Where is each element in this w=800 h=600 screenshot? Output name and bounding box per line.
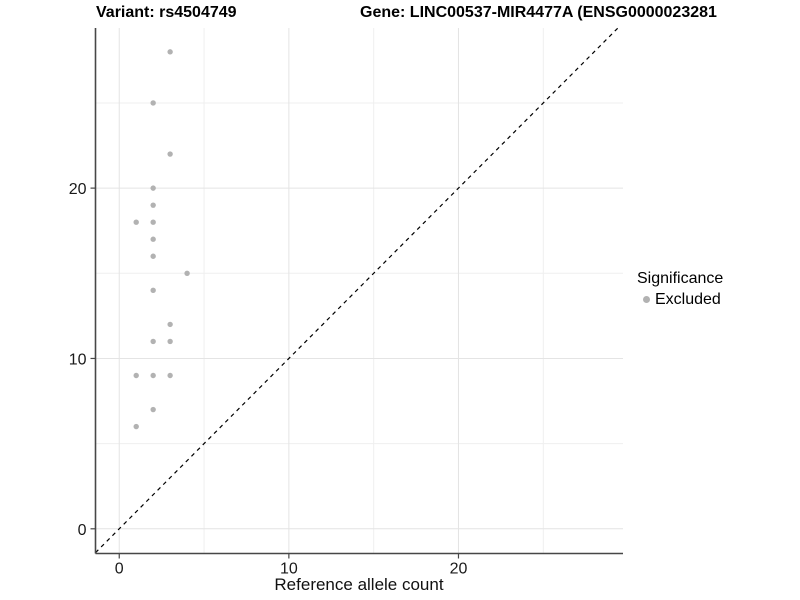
x-axis-title: Reference allele count bbox=[274, 575, 444, 594]
legend-entry-label: Excluded bbox=[655, 291, 721, 309]
legend-entry: Excluded bbox=[637, 290, 723, 309]
data-point bbox=[150, 253, 156, 259]
data-point bbox=[150, 372, 156, 379]
y-tick-label: 20 bbox=[69, 181, 87, 198]
data-point bbox=[167, 151, 173, 157]
data-point bbox=[150, 219, 156, 225]
data-point bbox=[133, 219, 139, 225]
data-point bbox=[150, 406, 156, 413]
data-point bbox=[167, 49, 173, 55]
data-point bbox=[150, 100, 156, 106]
y-tick-label: 10 bbox=[69, 351, 87, 368]
legend-point-icon bbox=[643, 296, 650, 304]
data-point bbox=[150, 236, 156, 242]
data-point bbox=[167, 338, 173, 345]
x-tick-label: 10 bbox=[280, 561, 298, 578]
data-point bbox=[150, 287, 156, 294]
data-point bbox=[150, 202, 156, 208]
data-point bbox=[150, 185, 156, 191]
gene-title: Gene: LINC00537-MIR4477A (ENSG0000023281 bbox=[360, 4, 717, 21]
x-tick-label: 20 bbox=[450, 561, 468, 578]
variant-title: Variant: rs4504749 bbox=[96, 4, 237, 21]
identity-line bbox=[95, 27, 619, 554]
y-tick-label: 0 bbox=[78, 522, 87, 539]
x-tick-label: 0 bbox=[115, 561, 124, 578]
data-point bbox=[133, 372, 139, 379]
legend: Significance Excluded bbox=[637, 269, 723, 309]
data-point bbox=[133, 423, 139, 430]
data-point bbox=[184, 270, 190, 276]
data-point bbox=[167, 321, 173, 328]
data-point bbox=[167, 372, 173, 379]
data-point bbox=[150, 338, 156, 345]
legend-title: Significance bbox=[637, 270, 724, 287]
